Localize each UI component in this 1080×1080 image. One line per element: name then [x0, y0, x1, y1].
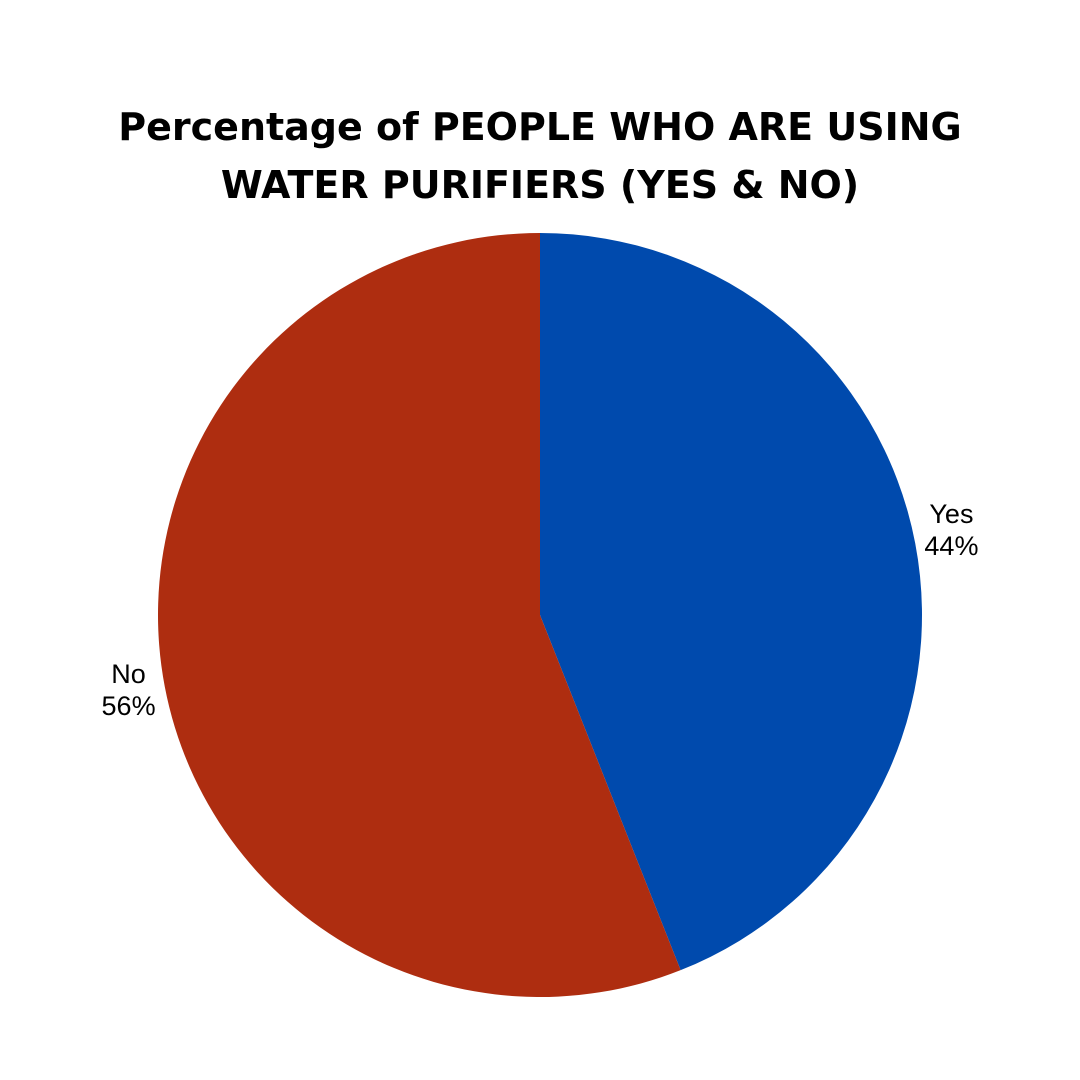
pie-label-no-name: No: [111, 659, 146, 689]
pie-slice-no: [158, 233, 681, 997]
pie-label-no-value: 56%: [102, 691, 156, 721]
chart-title-line-2: WATER PURIFIERS (YES & NO): [220, 163, 860, 207]
pie-label-yes-name: Yes: [929, 499, 973, 529]
chart-title: Percentage of PEOPLE WHO ARE USING WATER…: [0, 98, 1080, 214]
pie-slices: [158, 233, 922, 997]
pie-label-yes-value: 44%: [924, 531, 978, 561]
pie-slice-yes: [540, 233, 922, 971]
chart-title-line-1: Percentage of PEOPLE WHO ARE USING: [118, 105, 962, 149]
